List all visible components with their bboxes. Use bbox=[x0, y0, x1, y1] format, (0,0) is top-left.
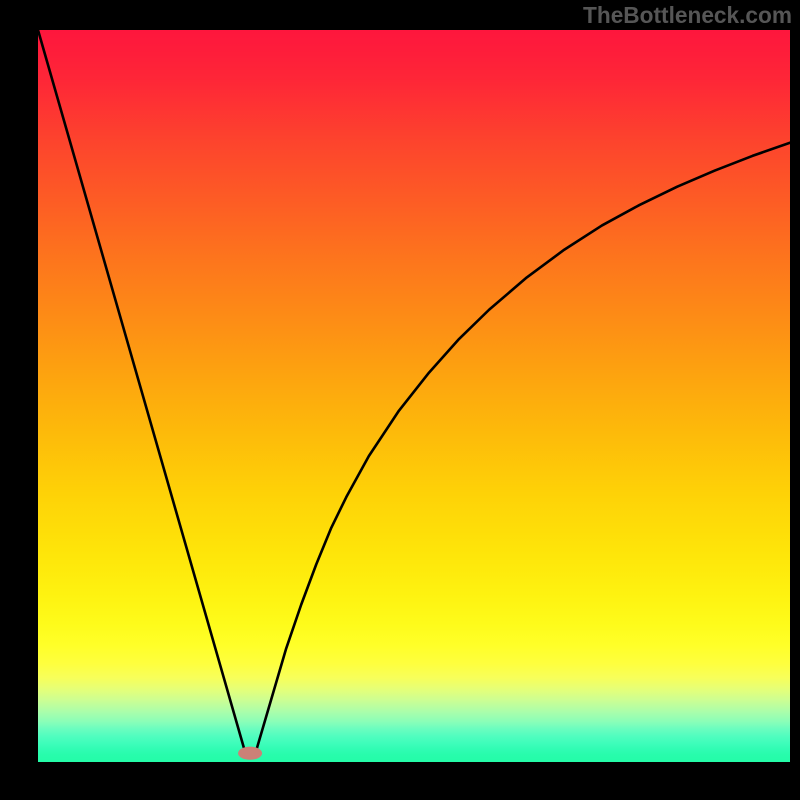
min-point-marker bbox=[238, 747, 262, 760]
chart-svg bbox=[38, 30, 790, 762]
chart-frame: TheBottleneck.com bbox=[0, 0, 800, 800]
chart-plot-area bbox=[38, 30, 790, 762]
watermark-text: TheBottleneck.com bbox=[583, 2, 792, 29]
gradient-background bbox=[38, 30, 790, 762]
